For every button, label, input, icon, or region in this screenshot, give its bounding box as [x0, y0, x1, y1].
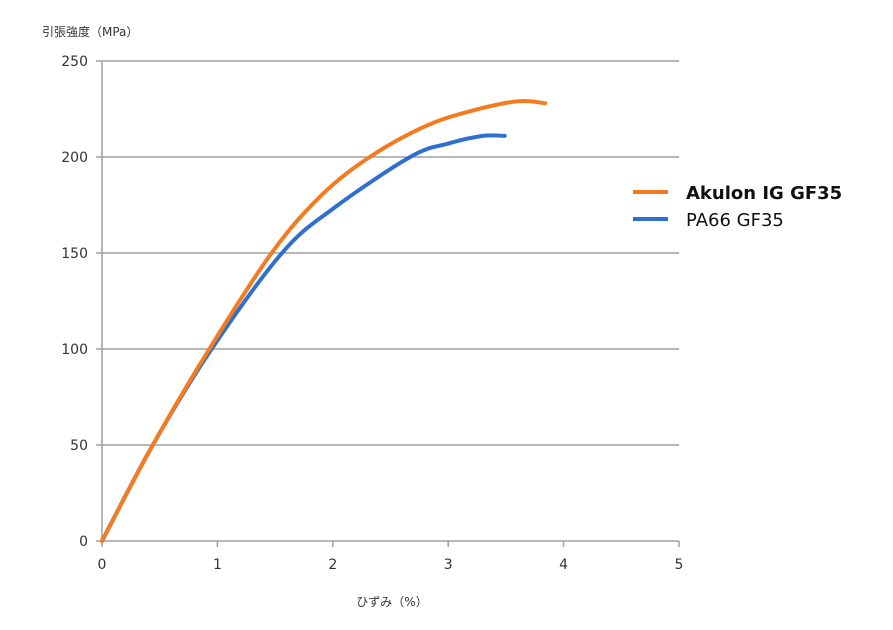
series-line-pa66-gf35: [100, 133, 507, 543]
y-axis-label: 引張強度（MPa）: [42, 24, 138, 39]
y-tick-label: 200: [61, 150, 88, 166]
legend-label: Akulon IG GF35: [686, 183, 842, 204]
x-tick-label: 0: [98, 557, 107, 573]
x-axis-label: ひずみ（%）: [356, 595, 427, 609]
y-tick-label: 100: [61, 342, 88, 358]
x-tick-label: 1: [213, 557, 222, 573]
legend-label: PA66 GF35: [686, 210, 784, 231]
x-tick-label: 4: [559, 557, 568, 573]
x-tick-label: 5: [675, 557, 684, 573]
y-tick-label: 0: [79, 534, 88, 550]
y-tick-label: 50: [70, 438, 88, 454]
series-line-akulon-ig-gf35: [100, 99, 548, 543]
x-tick-label: 2: [328, 557, 337, 573]
y-tick-label: 250: [61, 54, 88, 70]
y-tick-label: 150: [61, 246, 88, 262]
x-tick-label: 3: [444, 557, 453, 573]
